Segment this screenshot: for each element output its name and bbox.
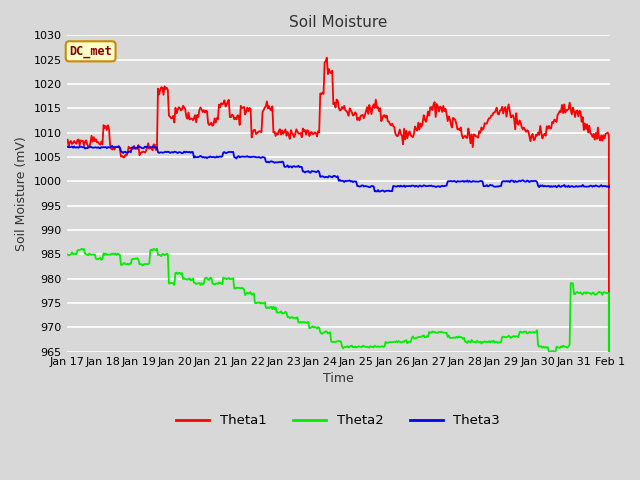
- X-axis label: Time: Time: [323, 372, 354, 385]
- Legend: Theta1, Theta2, Theta3: Theta1, Theta2, Theta3: [171, 409, 506, 432]
- Text: DC_met: DC_met: [69, 45, 112, 58]
- Title: Soil Moisture: Soil Moisture: [289, 15, 387, 30]
- Y-axis label: Soil Moisture (mV): Soil Moisture (mV): [15, 136, 28, 251]
